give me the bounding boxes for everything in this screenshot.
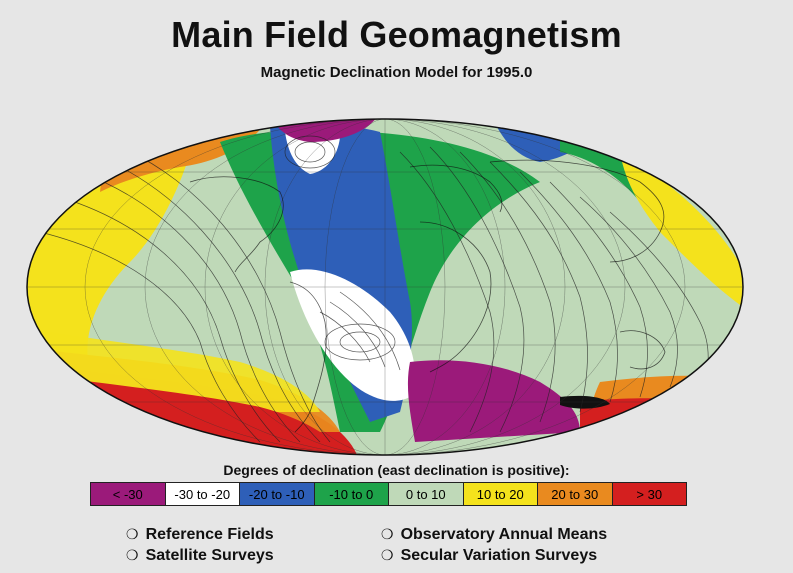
circle-bullet-icon: ❍ (126, 547, 139, 563)
legend-item: -30 to -20 (165, 483, 240, 505)
zone-minus-30-to-minus-20-south (290, 269, 415, 401)
legend-item: < -30 (91, 483, 166, 505)
link-satellite-surveys[interactable]: ❍ Satellite Surveys (126, 545, 274, 566)
link-reference-fields[interactable]: ❍ Reference Fields (126, 524, 274, 545)
map-border (26, 118, 744, 456)
zone-under-minus-30-south (407, 360, 580, 442)
legend-item: 10 to 20 (463, 483, 538, 505)
links-right-column: ❍ Observatory Annual Means ❍ Secular Variat… (381, 524, 607, 566)
link-label: Observatory Annual Means (400, 525, 608, 543)
legend-item: -20 to -10 (240, 483, 315, 505)
links-left-column: ❍ Reference Fields ❍ Satellite Surveys (126, 524, 274, 566)
link-label: Satellite Surveys (145, 546, 274, 564)
continent-outlines (189, 159, 666, 433)
declination-map (20, 112, 750, 462)
graticule (27, 119, 743, 455)
circle-bullet-icon: ❍ (126, 526, 139, 542)
link-observatory-annual-means[interactable]: ❍ Observatory Annual Means (381, 524, 607, 545)
world-map-svg (26, 118, 744, 456)
zone-over-30-se (580, 398, 743, 455)
legend-title: Degrees of declination (east declination… (223, 462, 570, 478)
page-subtitle: Magnetic Declination Model for 1995.0 (260, 64, 533, 81)
link-secular-variation-surveys[interactable]: ❍ Secular Variation Surveys (381, 545, 607, 566)
legend-item: 0 to 10 (389, 483, 464, 505)
legend-item: 20 to 30 (538, 483, 613, 505)
zone-10-to-20-east (620, 152, 743, 312)
link-label: Reference Fields (145, 525, 274, 543)
legend-item: > 30 (612, 483, 686, 505)
circle-bullet-icon: ❍ (381, 526, 394, 542)
legend-item: -10 to 0 (314, 483, 389, 505)
circle-bullet-icon: ❍ (381, 547, 394, 563)
contour-lines (39, 135, 709, 443)
link-label: Secular Variation Surveys (400, 546, 598, 564)
page-title: Main Field Geomagnetism (171, 14, 622, 55)
